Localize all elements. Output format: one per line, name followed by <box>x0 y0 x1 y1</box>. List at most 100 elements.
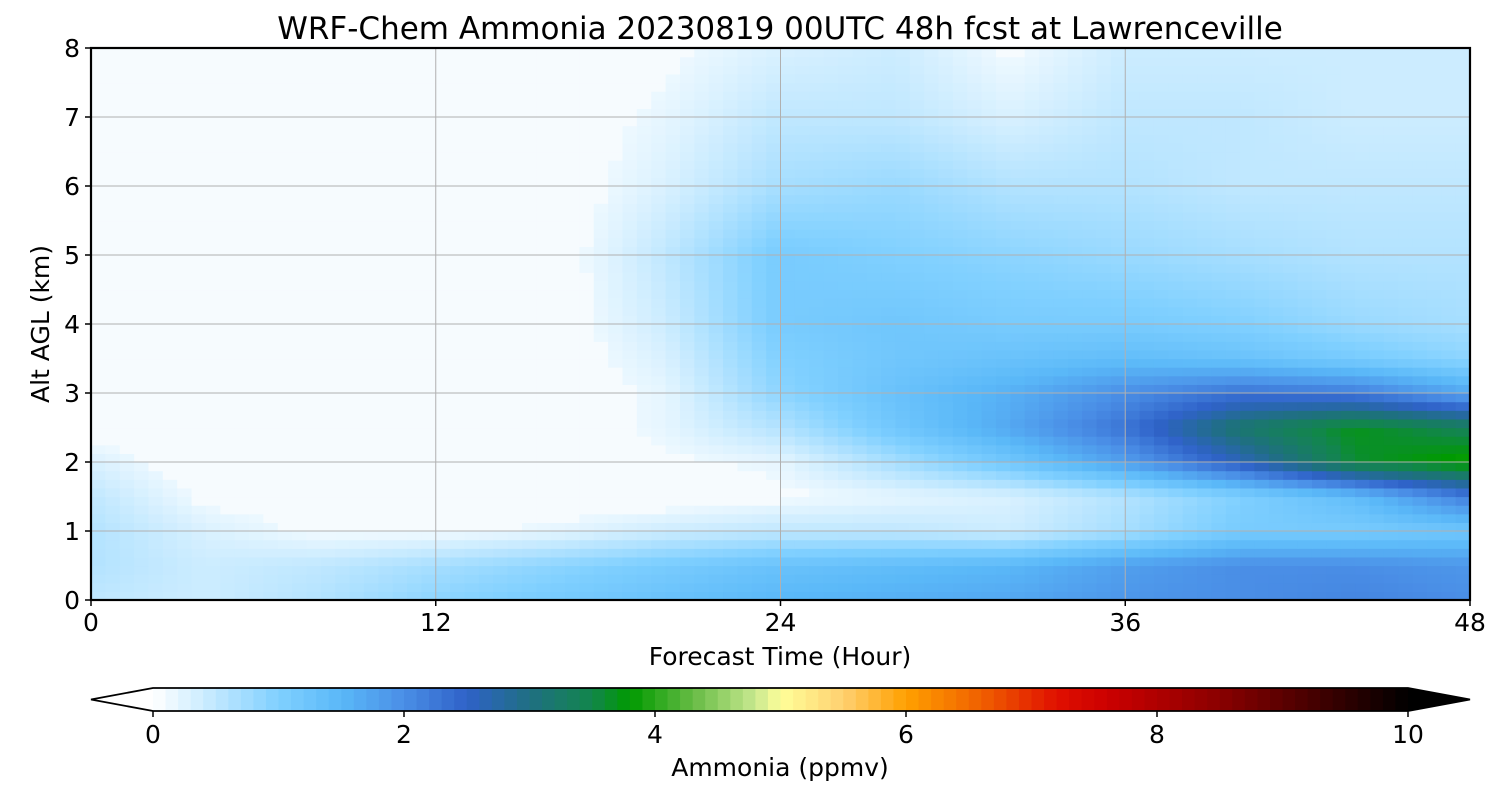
field-cell <box>1355 375 1371 385</box>
field-cell <box>1426 289 1442 299</box>
field-cell <box>809 203 825 213</box>
field-cell <box>177 513 193 523</box>
field-cell <box>1096 582 1112 592</box>
field-cell <box>636 531 652 541</box>
field-cell <box>536 341 552 351</box>
field-cell <box>651 194 667 204</box>
field-cell <box>823 263 839 273</box>
field-cell <box>292 384 308 394</box>
field-cell <box>1096 393 1112 403</box>
field-cell <box>823 186 839 196</box>
field-cell <box>292 427 308 437</box>
field-cell <box>306 186 322 196</box>
field-cell <box>292 177 308 187</box>
field-cell <box>277 203 293 213</box>
field-cell <box>1096 384 1112 394</box>
field-cell <box>1383 194 1399 204</box>
field-cell <box>148 160 164 170</box>
field-cell <box>608 349 624 360</box>
field-cell <box>651 393 667 403</box>
field-cell <box>1182 539 1198 549</box>
field-cell <box>881 479 897 489</box>
field-cell <box>378 298 394 308</box>
field-cell <box>119 324 135 334</box>
field-cell <box>1139 436 1155 446</box>
field-cell <box>1053 436 1069 446</box>
field-cell <box>1197 401 1213 411</box>
field-cell <box>1082 203 1098 213</box>
field-cell <box>852 539 868 549</box>
field-cell <box>191 591 207 600</box>
field-cell <box>1383 358 1399 368</box>
field-cell <box>1268 505 1284 515</box>
field-cell <box>363 401 379 411</box>
field-cell <box>665 306 681 316</box>
field-cell <box>952 522 968 532</box>
field-cell <box>306 177 322 187</box>
field-cell <box>421 341 437 351</box>
field-cell <box>593 487 609 498</box>
field-cell <box>1139 591 1155 600</box>
field-cell <box>450 263 466 273</box>
field-cell <box>234 332 250 342</box>
field-cell <box>651 186 667 196</box>
field-cell <box>1240 168 1256 178</box>
field-cell <box>1197 332 1213 342</box>
field-cell <box>249 393 264 403</box>
field-cell <box>809 246 825 256</box>
field-cell <box>1039 548 1055 558</box>
field-cell <box>967 194 983 204</box>
field-cell <box>665 220 681 230</box>
field-cell <box>421 306 437 316</box>
field-cell <box>852 203 868 213</box>
field-cell <box>91 496 106 506</box>
field-cell <box>608 186 624 196</box>
field-cell <box>407 298 422 308</box>
field-cell <box>1355 203 1371 213</box>
field-cell <box>723 332 738 342</box>
field-cell <box>91 280 106 291</box>
field-cell <box>507 522 523 532</box>
field-cell <box>234 349 250 360</box>
field-cell <box>550 522 566 532</box>
field-cell <box>1010 367 1026 377</box>
field-cell <box>751 548 767 558</box>
field-cell <box>234 194 250 204</box>
field-cell <box>622 505 638 515</box>
field-cell <box>1197 418 1213 429</box>
field-cell <box>1182 298 1198 308</box>
field-cell <box>1398 496 1414 506</box>
field-cell <box>1153 375 1169 385</box>
field-cell <box>766 462 782 472</box>
field-cell <box>1326 255 1342 265</box>
field-cell <box>249 470 264 480</box>
field-cell <box>1096 427 1112 437</box>
field-cell <box>837 582 853 592</box>
field-cell <box>1197 565 1213 575</box>
field-cell <box>1297 591 1313 600</box>
field-cell <box>823 237 839 247</box>
field-cell <box>464 203 480 213</box>
field-cell <box>1225 531 1241 541</box>
field-cell <box>119 522 135 532</box>
field-cell <box>1125 151 1141 161</box>
field-cell <box>1398 479 1414 489</box>
field-cell <box>421 315 437 325</box>
field-cell <box>852 427 868 437</box>
field-cell <box>119 505 135 515</box>
field-cell <box>723 324 738 334</box>
field-cell <box>148 367 164 377</box>
field-cell <box>536 487 552 498</box>
field-cell <box>579 462 595 472</box>
field-cell <box>177 177 193 187</box>
field-cell <box>651 582 667 592</box>
field-cell <box>995 548 1011 558</box>
field-cell <box>1369 582 1385 592</box>
field-cell <box>1455 582 1470 592</box>
field-cell <box>837 211 853 222</box>
field-cell <box>636 565 652 575</box>
field-cell <box>464 367 480 377</box>
field-cell <box>1182 177 1198 187</box>
field-cell <box>1426 306 1442 316</box>
field-cell <box>924 272 940 282</box>
